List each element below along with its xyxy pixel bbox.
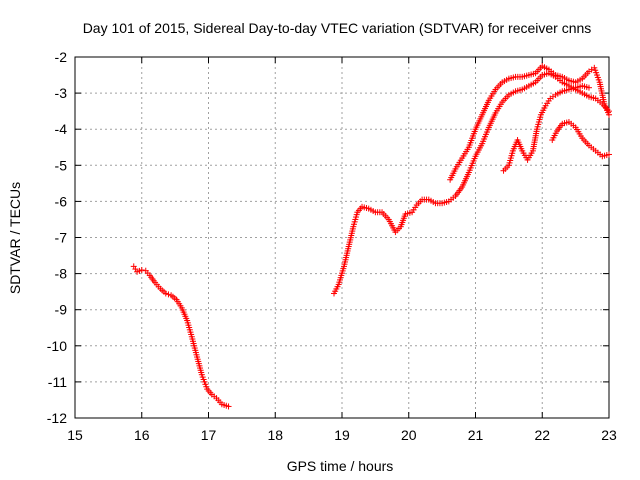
x-tick-label: 17 xyxy=(201,427,217,443)
series-segment-2 xyxy=(330,70,612,297)
grid-lines xyxy=(75,57,609,418)
data-point xyxy=(606,111,612,118)
chart-title: Day 101 of 2015, Sidereal Day-to-day VTE… xyxy=(83,20,592,36)
data-point xyxy=(225,403,232,410)
y-axis-label: SDTVAR / TECUs xyxy=(7,182,23,294)
data-point xyxy=(606,151,612,158)
x-tick-label: 18 xyxy=(267,427,283,443)
data-point xyxy=(162,290,169,297)
y-tick-label: -2 xyxy=(55,49,68,65)
y-axis-ticks: -12 -11 -10 -9 -8 -7 -6 -5 -4 -3 -2 xyxy=(47,49,609,426)
x-tick-label: 21 xyxy=(468,427,484,443)
data-series xyxy=(130,63,612,410)
y-tick-label: -6 xyxy=(55,193,68,209)
x-tick-label: 16 xyxy=(134,427,150,443)
y-tick-label: -10 xyxy=(47,338,67,354)
x-axis-label: GPS time / hours xyxy=(287,458,394,474)
y-tick-label: -4 xyxy=(55,121,68,137)
x-tick-label: 23 xyxy=(601,427,617,443)
data-point xyxy=(165,291,172,298)
x-tick-label: 22 xyxy=(534,427,550,443)
data-point xyxy=(138,266,145,273)
y-tick-label: -11 xyxy=(48,374,67,390)
series-segment-1 xyxy=(130,263,232,410)
x-tick-label: 19 xyxy=(334,427,350,443)
x-axis-ticks: 15 16 17 18 19 20 21 22 23 xyxy=(67,57,617,443)
series-segment-4 xyxy=(500,82,592,174)
y-tick-label: -9 xyxy=(55,302,68,318)
y-tick-label: -7 xyxy=(55,230,68,246)
series-segment-5 xyxy=(549,118,612,160)
y-tick-label: -3 xyxy=(55,85,68,101)
data-point xyxy=(585,84,592,91)
x-tick-label: 20 xyxy=(401,427,417,443)
series-segment-3 xyxy=(447,63,612,183)
y-tick-label: -12 xyxy=(47,410,67,426)
y-tick-label: -5 xyxy=(55,157,68,173)
y-tick-label: -8 xyxy=(55,266,68,282)
x-tick-label: 15 xyxy=(67,427,83,443)
